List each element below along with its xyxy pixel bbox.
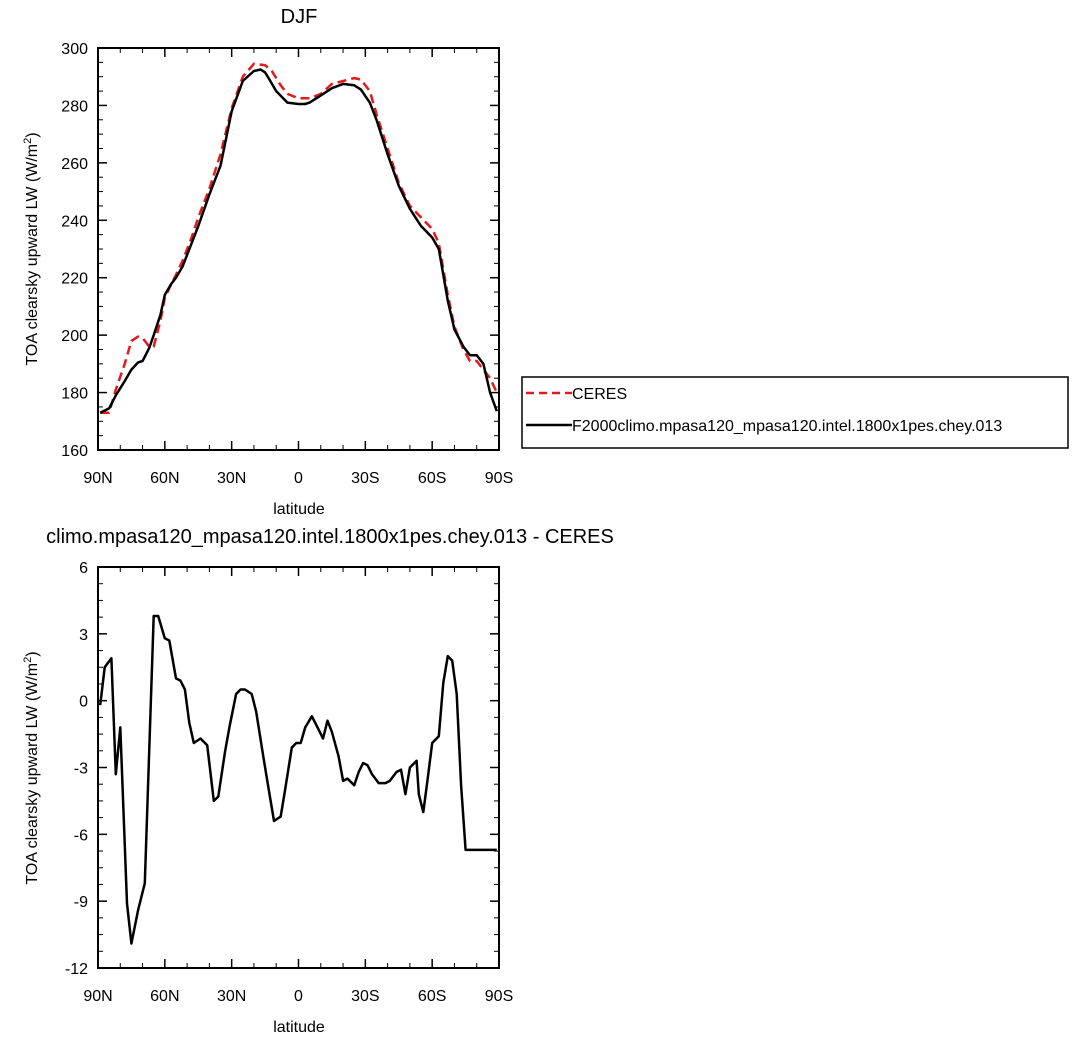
bottom-xtick-label: 30S — [351, 988, 379, 1005]
top-ytick-label: 240 — [61, 213, 88, 230]
bottom-chart-title: climo.mpasa120_mpasa120.intel.1800x1pes.… — [46, 526, 614, 548]
bottom-xtick-label: 60N — [150, 988, 179, 1005]
top-y-axis-label-sup: 2 — [22, 138, 34, 144]
bottom-x-ticks: 90N 60N 30N 0 30S 60S 90S — [83, 567, 513, 1005]
bottom-ytick-label: -3 — [74, 761, 88, 778]
top-series-line-1 — [99, 68, 498, 414]
bottom-ytick-label: 3 — [79, 627, 88, 644]
bottom-xtick-label: 90N — [83, 988, 112, 1005]
legend-ceres-label: CERES — [572, 386, 627, 403]
bottom-xtick-label: 60S — [418, 988, 446, 1005]
bottom-series-line-0 — [98, 614, 497, 945]
bottom-x-axis-label: latitude — [273, 1019, 325, 1036]
bottom-y-axis-label: TOA clearsky upward LW (W/m2) — [22, 651, 41, 884]
top-xtick-label: 30S — [351, 470, 379, 487]
top-ytick-label: 260 — [61, 156, 88, 173]
top-ytick-label: 300 — [61, 41, 88, 58]
top-y-axis-label-close: ) — [24, 132, 41, 137]
top-y-ticks: 160 180 200 220 240 260 280 300 — [61, 41, 499, 460]
bottom-chart-panel: climo.mpasa120_mpasa120.intel.1800x1pes.… — [22, 526, 614, 1036]
top-xtick-label: 60N — [150, 470, 179, 487]
top-xtick-label: 90S — [485, 470, 513, 487]
bottom-xtick-label: 0 — [294, 988, 303, 1005]
bottom-xtick-label: 30N — [217, 988, 246, 1005]
top-ytick-label: 220 — [61, 271, 88, 288]
legend-box — [521, 376, 1069, 449]
bottom-ytick-label: -12 — [65, 961, 88, 978]
bottom-ytick-label: -9 — [74, 894, 88, 911]
bottom-ytick-label: 6 — [79, 560, 88, 577]
bottom-xtick-label: 90S — [485, 988, 513, 1005]
bottom-ytick-label: 0 — [79, 694, 88, 711]
top-series-layer — [99, 62, 498, 414]
bottom-y-axis-label-close: ) — [24, 651, 41, 656]
top-ytick-label: 180 — [61, 386, 88, 403]
top-ytick-label: 160 — [61, 443, 88, 460]
top-chart-title: DJF — [281, 6, 318, 28]
bottom-ytick-label: -6 — [74, 827, 88, 844]
top-ytick-label: 200 — [61, 328, 88, 345]
bottom-y-ticks: -12 -9 -6 -3 0 3 6 — [65, 560, 499, 978]
top-x-axis-label: latitude — [273, 501, 325, 518]
top-x-ticks: 90N 60N 30N 0 30S 60S 90S — [83, 48, 513, 487]
top-ytick-label: 280 — [61, 98, 88, 115]
top-series-line-0 — [100, 62, 498, 414]
top-chart-panel: DJF 160 180 200 220 240 260 280 300 90N 60N 30N 0 3… — [22, 6, 513, 518]
bottom-series-layer — [98, 614, 497, 945]
legend: CERES F2000climo.mpasa120_mpasa120.intel… — [521, 376, 1069, 449]
top-xtick-label: 90N — [83, 470, 112, 487]
top-xtick-label: 30N — [217, 470, 246, 487]
top-xtick-label: 0 — [294, 470, 303, 487]
top-y-axis-label-main: TOA clearsky upward LW (W/m — [24, 144, 41, 366]
bottom-y-axis-label-main: TOA clearsky upward LW (W/m — [24, 663, 41, 885]
bottom-plot-frame — [97, 566, 500, 969]
legend-model-label: F2000climo.mpasa120_mpasa120.intel.1800x… — [572, 418, 1002, 435]
top-xtick-label: 60S — [418, 470, 446, 487]
bottom-y-axis-label-sup: 2 — [22, 657, 34, 663]
top-y-axis-label: TOA clearsky upward LW (W/m2) — [22, 132, 41, 365]
